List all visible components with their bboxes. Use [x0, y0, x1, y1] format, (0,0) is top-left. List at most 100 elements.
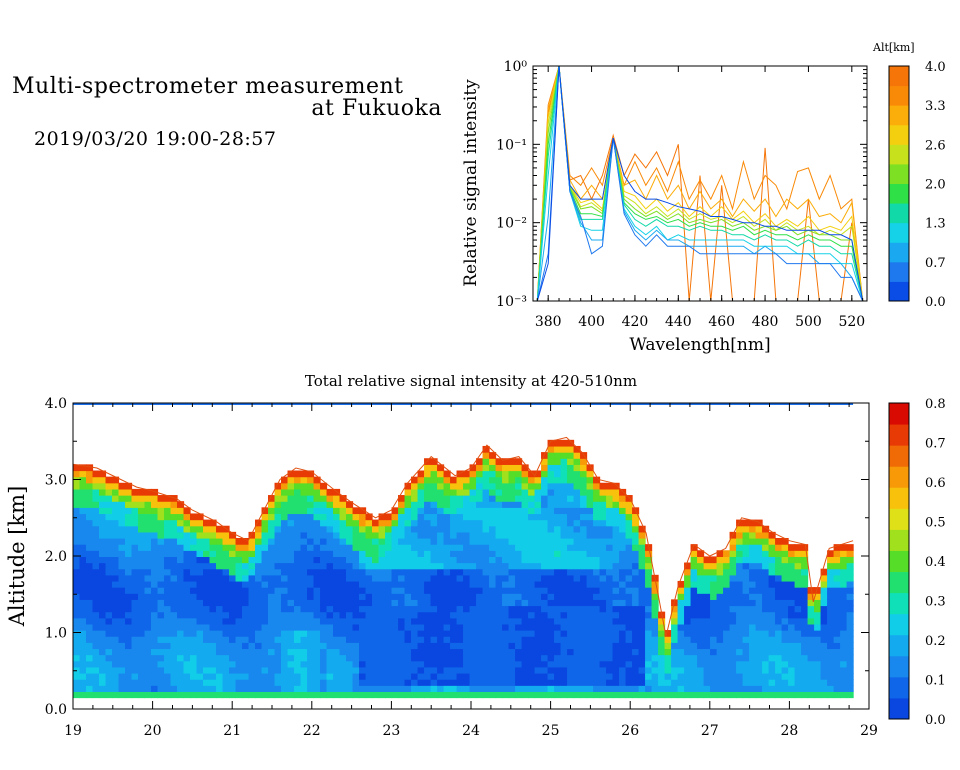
heatmap-cell [216, 685, 224, 692]
heatmap-cell [235, 587, 243, 594]
heatmap-cell [684, 599, 692, 607]
heatmap-cell [560, 464, 568, 472]
heatmap-cell [398, 636, 406, 643]
heatmap-cell [242, 685, 250, 692]
heatmap-cell [268, 623, 276, 631]
heatmap-cell [788, 580, 796, 588]
heatmap-cell [222, 544, 230, 551]
heatmap-cell [307, 562, 315, 570]
heatmap-cell [99, 513, 107, 521]
heatmap-cell [723, 654, 731, 662]
heatmap-cell [638, 593, 646, 600]
heatmap-cell [170, 501, 178, 508]
heatmap-cell [339, 679, 347, 686]
heatmap-cell [417, 507, 425, 515]
heatmap-cell [664, 660, 672, 668]
heatmap-cell [833, 648, 841, 656]
heatmap-cell [404, 666, 412, 674]
heatmap-cell [138, 623, 146, 631]
heatmap-cell [248, 611, 256, 619]
heatmap-cell [781, 605, 789, 613]
heatmap-cell [385, 531, 393, 539]
heatmap-cell [612, 568, 620, 576]
heatmap-cell [216, 568, 224, 576]
heatmap-cell [742, 679, 750, 686]
heatmap-cell [196, 550, 204, 557]
heatmap-cell [281, 537, 289, 545]
heatmap-cell [372, 611, 380, 619]
heatmap-cell [762, 525, 770, 533]
heatmap-cell [196, 648, 204, 656]
heatmap-cell [762, 660, 770, 668]
heatmap-cell [320, 685, 328, 692]
heatmap-cell [73, 580, 81, 588]
heatmap-cell [801, 666, 809, 674]
heatmap-cell [209, 623, 217, 631]
heatmap-cell [541, 685, 549, 692]
heatmap-cell [710, 654, 718, 662]
heatmap-cell [703, 556, 711, 564]
heatmap-cell [268, 654, 276, 662]
heatmap-cell [456, 476, 464, 484]
heatmap-cell [352, 617, 360, 625]
heatmap-cell [307, 617, 315, 625]
heatmap-cell [456, 599, 464, 607]
heatmap-cell [339, 642, 347, 650]
heatmap-cell [599, 562, 607, 570]
heatmap-cell [580, 537, 588, 545]
heatmap-cell [391, 654, 399, 662]
heatmap-cell [261, 660, 269, 668]
heatmap-cell [274, 568, 282, 576]
heatmap-cell [775, 660, 783, 668]
heatmap-cell [268, 562, 276, 570]
heatmap-cell [209, 660, 217, 668]
heatmap-cell [346, 513, 354, 521]
heatmap-cell [677, 587, 685, 594]
heatmap-cell [619, 611, 627, 619]
heatmap-cell [521, 617, 529, 625]
heatmap-cell [450, 611, 458, 619]
heatmap-cell [378, 642, 386, 650]
heatmap-cell [430, 519, 438, 527]
heatmap-cell [131, 654, 139, 662]
heatmap-cell [430, 562, 438, 570]
heatmap-cell [346, 574, 354, 582]
heatmap-cell [112, 501, 120, 508]
heatmap-cell [131, 488, 139, 496]
heatmap-cell [372, 691, 380, 699]
heatmap-cell [742, 623, 750, 631]
heatmap-cell [346, 550, 354, 557]
heatmap-cell [846, 568, 854, 576]
heatmap-cell [261, 654, 269, 662]
heatmap-cell [190, 568, 198, 576]
heatmap-cell [196, 562, 204, 570]
heatmap-cell [606, 685, 614, 692]
heatmap-cell [92, 568, 100, 576]
heatmap-cell [567, 599, 575, 607]
heatmap-cell [528, 519, 536, 527]
heatmap-cell [190, 550, 198, 557]
heatmap-cell [86, 580, 94, 588]
heatmap-cell [573, 537, 581, 545]
heatmap-cell [768, 556, 776, 564]
heatmap-cell [385, 593, 393, 600]
heatmap-cell [391, 642, 399, 650]
heatmap-cell [294, 513, 302, 521]
heatmap-cell [151, 636, 159, 643]
heatmap-cell [274, 574, 282, 582]
heatmap-cell [99, 537, 107, 545]
heatmap-cell [521, 580, 529, 588]
heatmap-cell [222, 574, 230, 582]
heatmap-cell [580, 636, 588, 643]
heatmap-cell [567, 605, 575, 613]
heatmap-cell [430, 568, 438, 576]
heatmap-cell [177, 519, 185, 527]
heatmap-cell [417, 679, 425, 686]
heatmap-cell [411, 672, 419, 680]
heatmap-cell [463, 587, 471, 594]
heatmap-cell [794, 574, 802, 582]
heatmap-cell [391, 617, 399, 625]
heatmap-cell [365, 513, 373, 521]
heatmap-cell [131, 501, 139, 508]
heatmap-cell [281, 495, 289, 502]
